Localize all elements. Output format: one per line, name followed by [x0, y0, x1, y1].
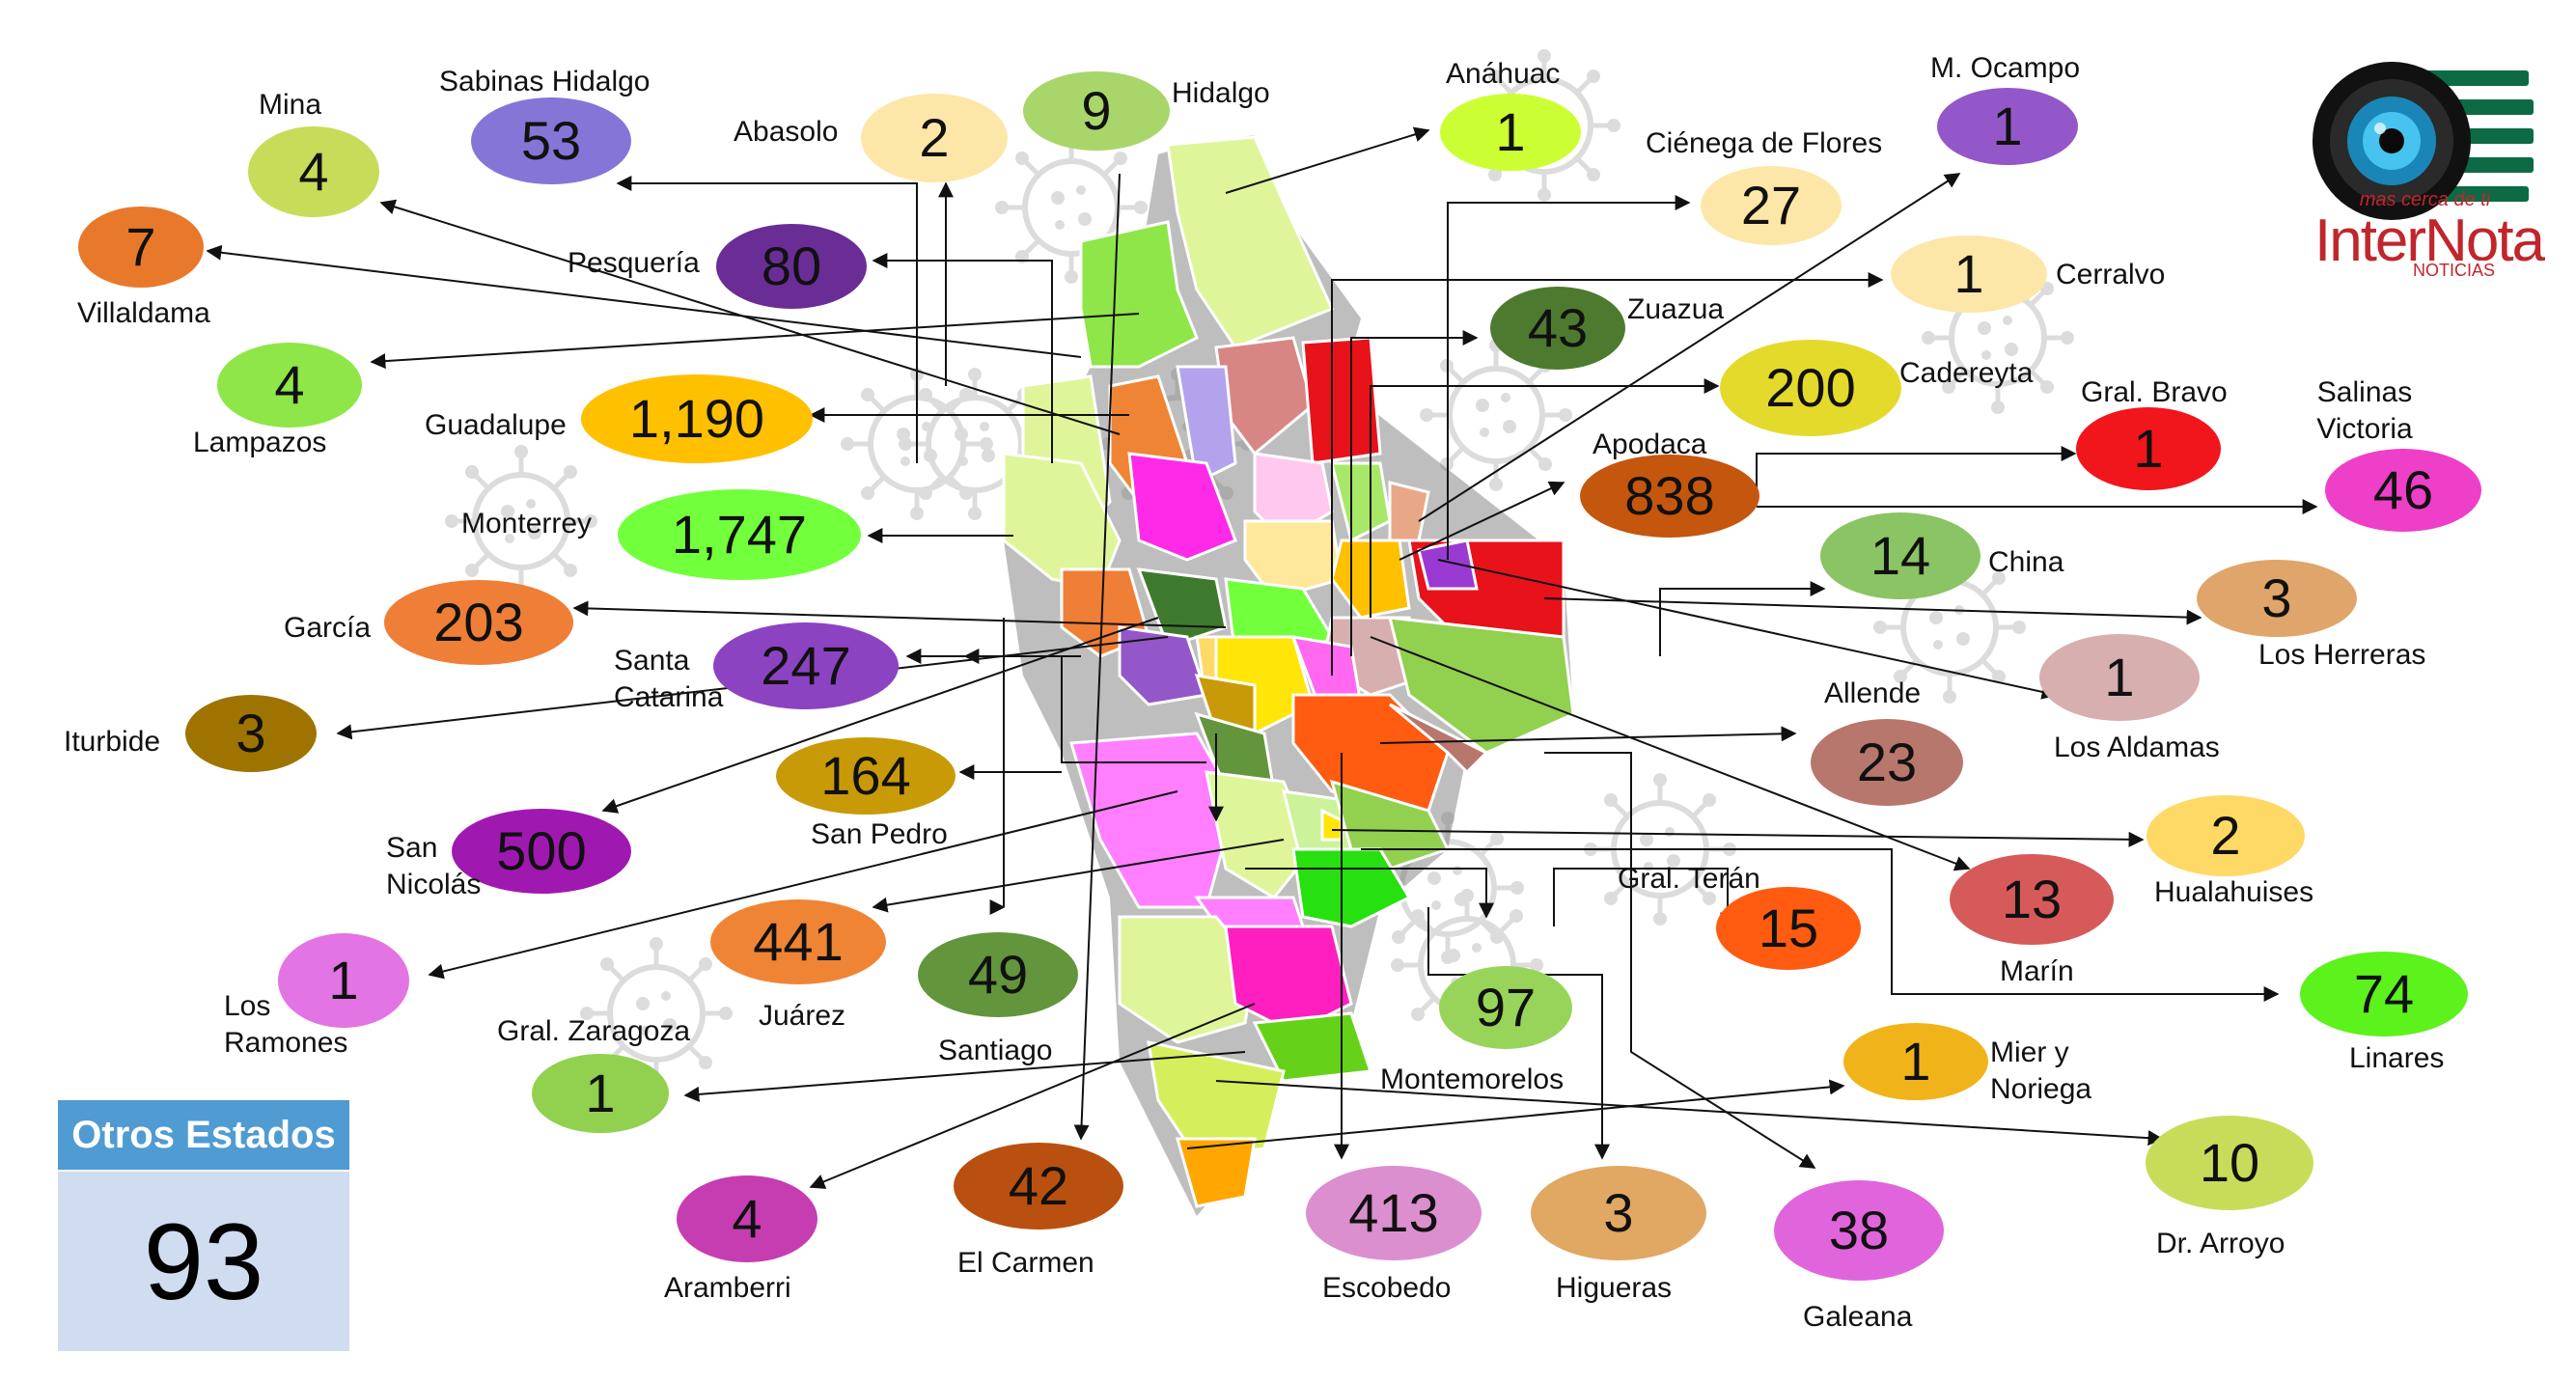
case-count-bubble: 3 — [2197, 560, 2357, 637]
case-count-bubble: 1,747 — [618, 489, 861, 580]
brand-sub: NOTICIAS — [2413, 261, 2496, 281]
otros-estados-value: 93 — [58, 1172, 349, 1351]
case-count-bubble: 1 — [2076, 407, 2221, 490]
municipality-name: Pesquería — [568, 247, 700, 279]
case-count-bubble: 80 — [716, 224, 867, 309]
case-count-bubble: 13 — [1950, 854, 2114, 945]
municipality-name: Sabinas Hidalgo — [439, 66, 651, 97]
municipality-name: Higueras — [1556, 1272, 1673, 1304]
municipality-name: Aramberri — [664, 1272, 791, 1304]
case-count-bubble: 74 — [2300, 952, 2468, 1036]
case-count-bubble: 3 — [185, 695, 317, 772]
municipality-name: Guadalupe — [425, 409, 567, 441]
municipality-name: San Nicolás — [386, 832, 482, 900]
case-count-bubble: 4 — [677, 1175, 817, 1262]
municipality-name: Lampazos — [193, 427, 327, 458]
case-count-bubble: 1 — [1937, 88, 2078, 165]
case-count-bubble: 1 — [1843, 1023, 1988, 1100]
municipality-name: Anáhuac — [1446, 58, 1561, 90]
municipality-name: Zuazua — [1627, 293, 1725, 325]
municipality-name: El Carmen — [957, 1247, 1094, 1279]
municipality-name: Marín — [2000, 955, 2074, 987]
case-count-bubble: 1 — [278, 933, 409, 1028]
municipality-name: Santa Catarina — [614, 645, 724, 713]
municipality-name: Ciénega de Flores — [1646, 127, 1883, 159]
case-count-bubble: 43 — [1490, 287, 1625, 370]
municipality-name: Mier y Noriega — [1990, 1036, 2092, 1105]
case-count-bubble: 4 — [217, 343, 362, 428]
municipality-name: Gral. Zaragoza — [497, 1015, 691, 1047]
case-count-bubble: 2 — [861, 94, 1008, 182]
municipality-name: Villaldama — [77, 297, 210, 329]
case-count-bubble: 500 — [452, 809, 631, 894]
municipality-name: Escobedo — [1322, 1272, 1452, 1304]
municipality-name: Mina — [259, 89, 322, 121]
municipality-name: García — [284, 612, 372, 644]
municipality-name: Hualahuises — [2154, 876, 2314, 908]
otros-estados-label: Otros Estados — [58, 1100, 349, 1170]
case-count-bubble: 1 — [532, 1054, 669, 1133]
municipality-name: Santiago — [938, 1035, 1053, 1066]
municipality-name: Los Herreras — [2258, 639, 2426, 671]
municipality-name: Cadereyta — [1899, 357, 2034, 389]
municipality-name: Gral. Terán — [1618, 863, 1760, 895]
case-count-bubble: 1 — [2039, 634, 2200, 721]
municipality-name: Allende — [1824, 677, 1922, 709]
municipality-name: Monterrey — [461, 508, 593, 539]
municipality-name: Hidalgo — [1172, 77, 1270, 109]
municipality-name: Linares — [2349, 1042, 2445, 1074]
case-count-bubble: 27 — [1701, 166, 1842, 245]
case-count-bubble: 46 — [2325, 449, 2481, 532]
municipality-name: Dr. Arroyo — [2156, 1228, 2285, 1259]
case-count-bubble: 7 — [78, 207, 204, 288]
case-count-bubble: 164 — [776, 737, 956, 815]
case-count-bubble: 203 — [384, 580, 573, 665]
case-count-bubble: 10 — [2146, 1116, 2313, 1210]
municipality-name: Galeana — [1803, 1301, 1913, 1333]
municipality-name: Montemorelos — [1380, 1064, 1565, 1095]
municipality-name: Los Ramones — [224, 990, 348, 1059]
case-count-bubble: 38 — [1774, 1180, 1944, 1281]
municipality-name: Salinas Victoria — [2316, 376, 2413, 445]
case-count-bubble: 15 — [1716, 887, 1861, 970]
municipality-name: Cerralvo — [2056, 259, 2166, 290]
case-count-bubble: 1 — [1891, 235, 2047, 313]
case-count-bubble: 1,190 — [581, 374, 813, 463]
case-count-bubble: 53 — [471, 97, 631, 184]
case-count-bubble: 200 — [1720, 340, 1901, 436]
case-count-bubble: 23 — [1811, 719, 1963, 806]
case-count-bubble: 441 — [710, 899, 886, 984]
case-count-bubble: 413 — [1306, 1166, 1482, 1260]
case-count-bubble: 1 — [1440, 94, 1581, 171]
municipality-name: Abasolo — [734, 116, 839, 148]
camera-lens-icon — [2313, 62, 2534, 220]
municipality-name: Los Aldamas — [2054, 732, 2220, 763]
case-count-bubble: 838 — [1580, 455, 1759, 538]
case-count-bubble: 247 — [713, 622, 899, 709]
case-count-bubble: 14 — [1820, 512, 1980, 599]
case-count-bubble: 3 — [1531, 1166, 1706, 1260]
brand-tagline: mas cerca de ti — [2359, 189, 2491, 210]
municipality-name: China — [1988, 546, 2064, 578]
municipality-name: Iturbide — [64, 726, 161, 758]
case-count-bubble: 9 — [1023, 71, 1170, 151]
municipality-name: Gral. Bravo — [2081, 376, 2228, 408]
case-count-bubble: 97 — [1439, 966, 1572, 1049]
case-count-bubble: 2 — [2147, 795, 2305, 876]
case-count-bubble: 4 — [248, 126, 379, 217]
municipality-name: M. Ocampo — [1930, 52, 2081, 84]
municipality-name: San Pedro — [811, 818, 948, 850]
case-count-bubble: 49 — [918, 932, 1078, 1017]
municipality-name: Apodaca — [1593, 428, 1707, 460]
municipality-name: Juárez — [759, 1000, 846, 1032]
case-count-bubble: 42 — [954, 1143, 1123, 1230]
leader-lines — [206, 126, 2318, 1189]
